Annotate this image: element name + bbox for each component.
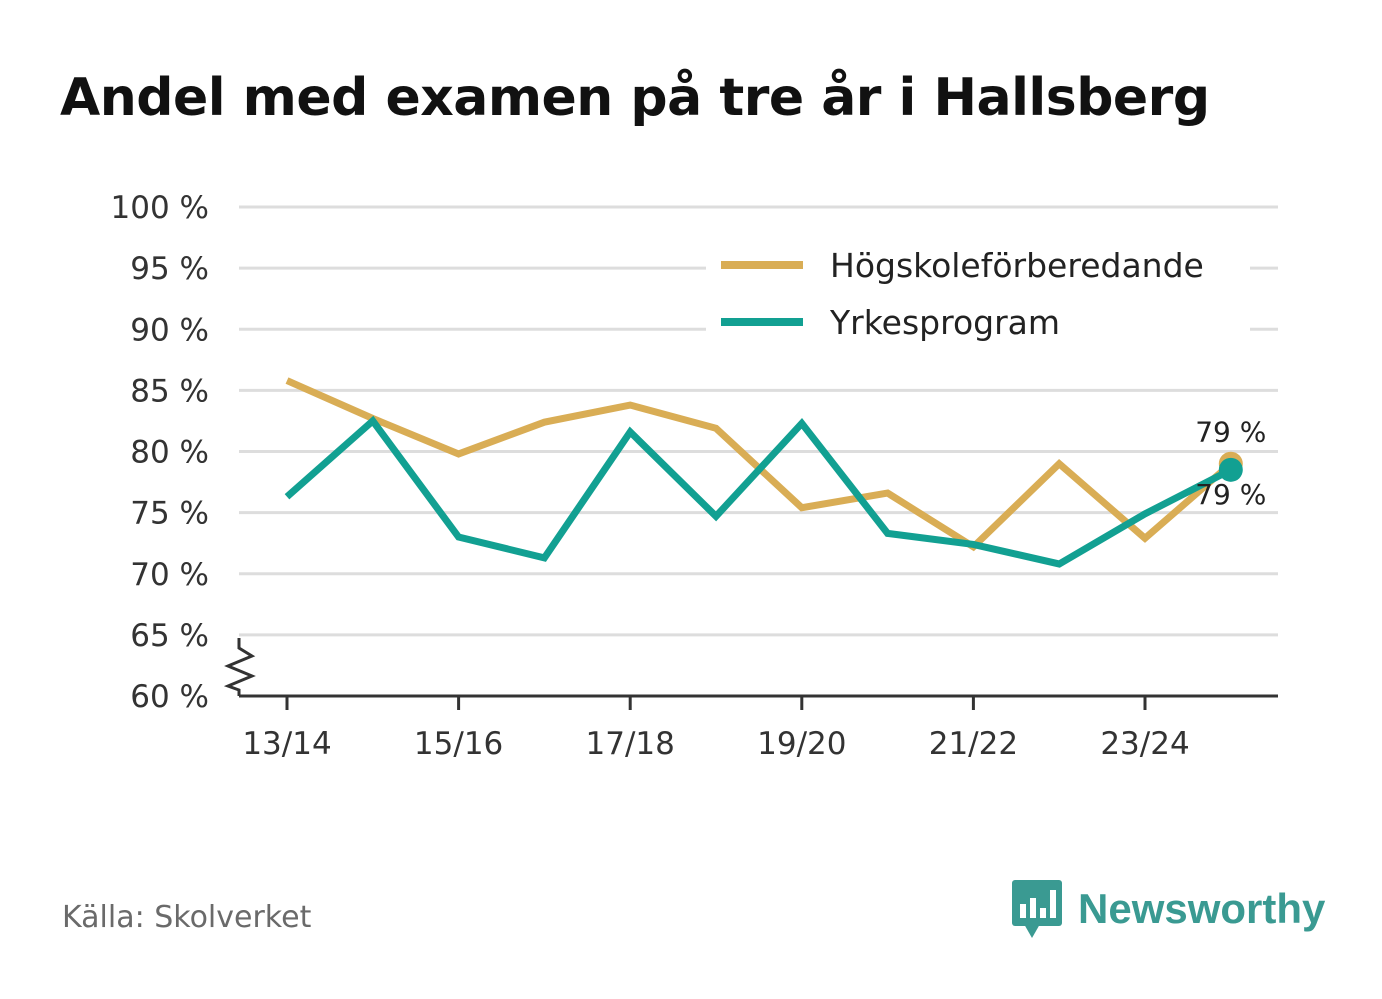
x-tick-label: 13/14 (242, 726, 331, 762)
legend-label: Yrkesprogram (829, 303, 1060, 342)
newsworthy-logo-icon (1012, 880, 1062, 938)
y-tick-label: 70 % (130, 557, 209, 593)
y-tick-label: 100 % (111, 190, 209, 226)
chart-title: Andel med examen på tre år i Hallsberg (60, 68, 1210, 128)
line-chart: 60 % 65 % 70 % 75 % 80 % 85 % 90 % 95 % 100 % 13… (111, 190, 1278, 762)
y-tick-label: 80 % (130, 435, 209, 471)
series-lines (284, 377, 1243, 568)
brand-name: Newsworthy (1078, 885, 1326, 932)
source-note: Källa: Skolverket (62, 900, 312, 935)
x-tick-label: 19/20 (757, 726, 846, 762)
y-tick-label: 90 % (130, 312, 209, 348)
y-axis-ticks: 60 % 65 % 70 % 75 % 80 % 85 % 90 % 95 % 100 % (111, 190, 209, 715)
x-tick-label: 23/24 (1100, 726, 1189, 762)
x-tick-label: 15/16 (414, 726, 503, 762)
legend-label: Högskoleförberedande (830, 246, 1204, 285)
y-tick-label: 75 % (130, 496, 209, 532)
y-tick-label: 85 % (130, 373, 209, 409)
end-value-label: 79 % (1195, 478, 1266, 511)
end-value-label: 79 % (1195, 416, 1266, 449)
x-tick-label: 21/22 (929, 726, 1018, 762)
end-labels: 79 % 79 % (1195, 416, 1266, 511)
series-line-yrkesprogram (284, 415, 1233, 568)
axis-break-icon (223, 638, 256, 696)
newsworthy-brand[interactable]: Newsworthy (1010, 878, 1325, 940)
data-point (1218, 457, 1243, 482)
x-axis: 13/14 15/16 17/18 19/20 21/22 23/24 (223, 638, 1278, 762)
y-tick-label: 95 % (130, 251, 209, 287)
series-line-hogskoleforberedande (285, 377, 1234, 552)
y-tick-label: 60 % (130, 679, 209, 715)
y-tick-label: 65 % (130, 618, 209, 654)
legend: Högskoleförberedande Yrkesprogram (706, 232, 1250, 350)
x-tick-label: 17/18 (586, 726, 675, 762)
legend-background (706, 232, 1250, 350)
